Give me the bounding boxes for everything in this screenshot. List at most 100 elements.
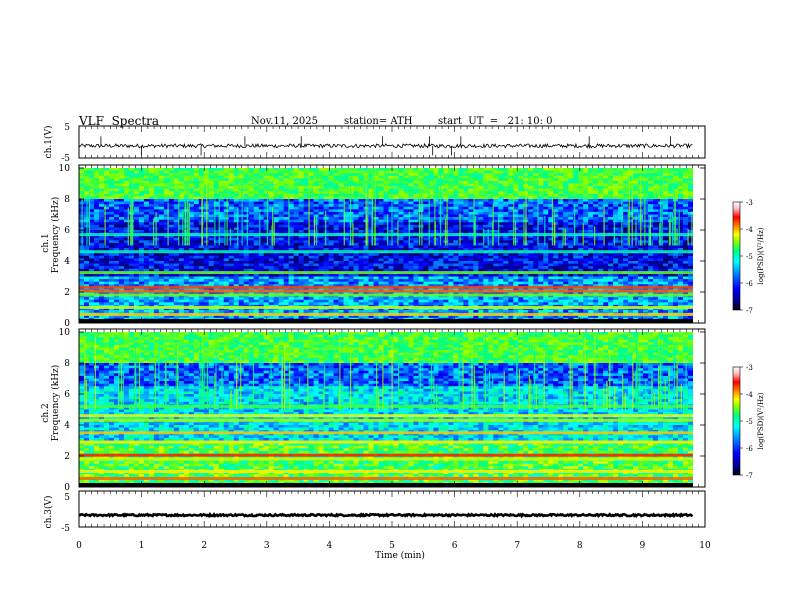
spectrogram-cell	[508, 186, 514, 189]
spectrogram-cell	[218, 188, 225, 192]
spectrogram-cell	[343, 235, 349, 239]
spectrogram-cell	[178, 206, 185, 210]
spectrogram-cell	[208, 224, 215, 228]
spectrogram-cell	[348, 191, 354, 195]
spectrogram-cell	[608, 214, 614, 218]
spectrogram-cell	[653, 227, 659, 231]
spectrogram-cell	[218, 170, 225, 174]
spectrogram-cell	[678, 261, 684, 264]
spectrogram-cell	[448, 199, 454, 202]
spectrogram-cell	[263, 199, 269, 202]
spectrogram-cell	[223, 196, 230, 200]
spectrogram-cell	[303, 211, 309, 215]
spectrogram-cell	[188, 186, 195, 189]
spectrogram-cell	[283, 168, 289, 171]
spectrogram-cell	[378, 173, 384, 177]
spectrogram-cell	[453, 186, 459, 189]
spectrogram-cell	[358, 217, 364, 220]
spectrogram-cell	[368, 261, 374, 264]
spectrogram-cell	[148, 266, 155, 270]
spectrogram-cell	[278, 196, 284, 200]
spectrogram-cell	[293, 240, 299, 244]
spectrogram-cell	[388, 242, 394, 246]
spectrogram-cell	[268, 175, 274, 179]
spectrogram-cell	[433, 170, 439, 174]
spectrogram-cell	[138, 230, 145, 233]
spectrogram-cell	[383, 268, 389, 272]
spectrogram-cell	[158, 199, 165, 202]
spectrogram-cell	[383, 219, 389, 223]
spectrogram-cell	[88, 245, 95, 249]
spectrogram-cell	[128, 173, 135, 177]
spectrogram-cell	[488, 222, 494, 226]
spectrogram-cell	[138, 240, 145, 244]
spectrogram-cell	[398, 235, 404, 239]
spectrogram-cell	[678, 209, 684, 213]
date-label: Nov.11, 2025	[251, 116, 318, 127]
spectrogram-cell	[583, 178, 589, 182]
spectrogram-cell	[408, 175, 414, 179]
spectrogram-cell	[463, 237, 469, 241]
spectrogram-cell	[563, 217, 569, 220]
spectrogram-cell	[683, 206, 689, 210]
spectrogram-cell	[123, 183, 130, 187]
spectrogram-cell	[298, 242, 304, 246]
spectrogram-cell	[188, 206, 195, 210]
spectrogram-cell	[388, 214, 394, 218]
spectrogram-cell	[143, 211, 150, 215]
spectrogram-cell	[338, 173, 344, 177]
spectrogram-cell	[328, 196, 334, 200]
spectrogram-cell	[113, 217, 120, 220]
spectrogram-cell	[648, 258, 654, 262]
spectrogram-cell	[163, 199, 170, 202]
spectrogram-cell	[318, 242, 324, 246]
spectrogram-cell	[538, 188, 544, 192]
spectrogram-cell	[528, 227, 534, 231]
spectrogram-cell	[298, 222, 304, 226]
spectrogram-cell	[353, 261, 359, 264]
spectrogram-cell	[178, 248, 185, 251]
spectrogram-cell	[98, 204, 105, 208]
spectrogram-cell	[683, 245, 689, 249]
spectrogram-cell	[108, 261, 115, 264]
spectrogram-cell	[533, 230, 539, 233]
spectrogram-cell	[413, 173, 419, 177]
spectrogram-cell	[153, 204, 160, 208]
spectrogram-cell	[488, 180, 494, 184]
spectrogram-cell	[423, 266, 429, 270]
spectrogram-cell	[528, 196, 534, 200]
spectrogram-cell	[543, 199, 549, 202]
spectrogram-cell	[253, 183, 260, 187]
spectrogram-cell	[343, 224, 349, 228]
spectrogram-cell	[603, 204, 609, 208]
spectrogram-cell	[648, 180, 654, 184]
spectrogram-cell	[538, 193, 544, 197]
spectrogram-cell	[118, 222, 125, 226]
spectrogram-cell	[423, 191, 429, 195]
spectrogram-cell	[603, 201, 609, 205]
spectrogram-cell	[103, 191, 110, 195]
spectrogram-cell	[458, 211, 464, 215]
spectrogram-cell	[223, 258, 230, 262]
spectrogram-cell	[543, 186, 549, 189]
spectrogram-cell	[368, 214, 374, 218]
spectrogram-cell	[233, 217, 240, 220]
spectrogram-cell	[633, 201, 639, 205]
spectrogram-cell	[233, 201, 240, 205]
spectrogram-cell	[258, 183, 264, 187]
spectrogram-cell	[223, 188, 230, 192]
spectrogram-cell	[103, 235, 110, 239]
spectrogram-cell	[98, 224, 105, 228]
spectrogram-cell	[168, 193, 175, 197]
spectrogram-cell	[293, 222, 299, 226]
spectrogram-cell	[258, 217, 264, 220]
spectrogram-cell	[428, 268, 434, 272]
spectrogram-cell	[588, 248, 594, 251]
spectrogram-cell	[623, 235, 629, 239]
spectrogram-cell	[488, 224, 494, 228]
spectrogram-cell	[328, 170, 334, 174]
spectrogram-cell	[148, 199, 155, 202]
spectrogram-cell	[268, 199, 274, 202]
spectrogram-cell	[443, 245, 449, 249]
spectrogram-cell	[293, 204, 299, 208]
